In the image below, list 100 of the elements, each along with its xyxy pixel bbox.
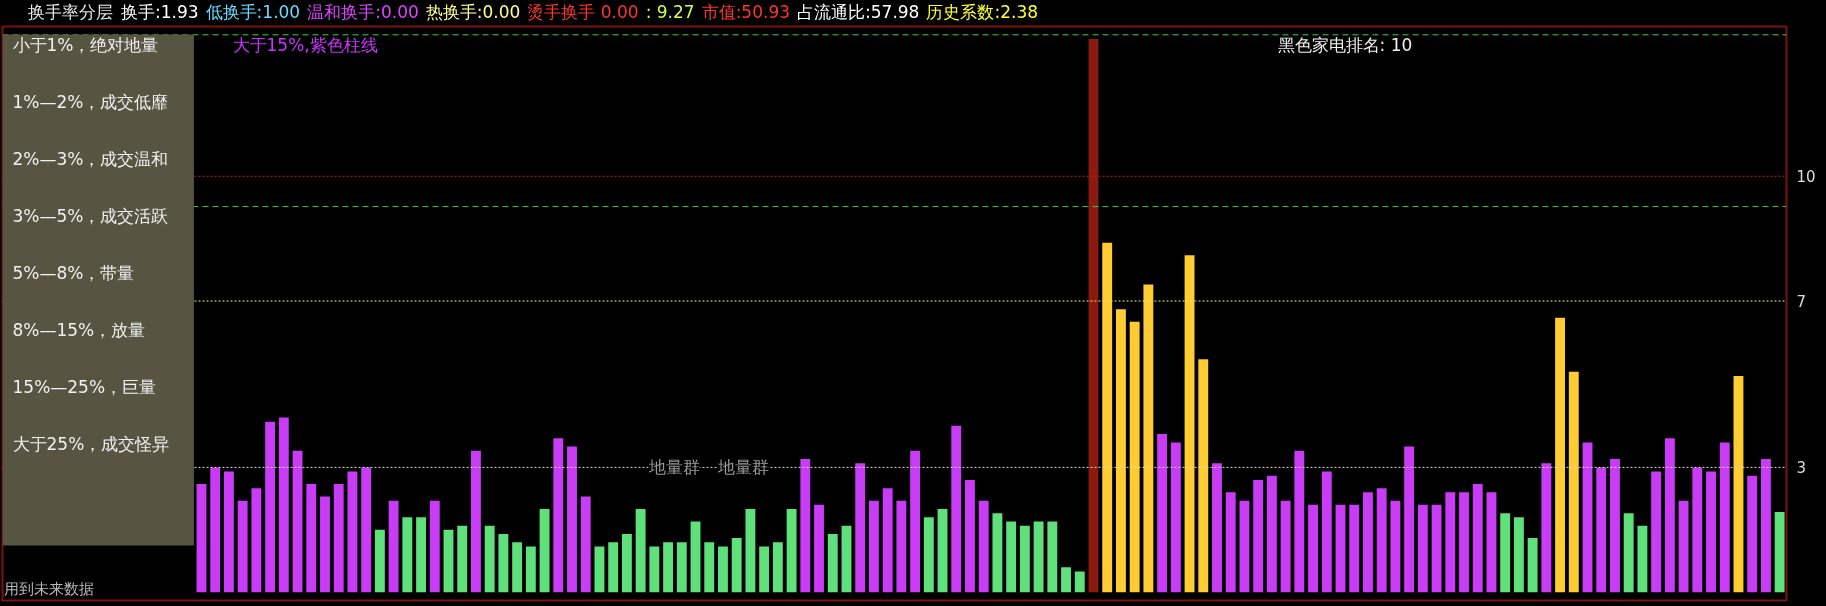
bar: [868, 500, 879, 593]
bar: [1033, 521, 1044, 593]
bar: [498, 533, 509, 593]
bar: [896, 500, 907, 593]
annotation: 2%—3%，成交温和: [12, 149, 169, 170]
bar: [1500, 513, 1511, 593]
bar: [1431, 504, 1442, 593]
bar: [1102, 242, 1113, 593]
bar: [333, 484, 344, 593]
bar: [223, 471, 234, 593]
bar: [237, 500, 248, 593]
bar: [402, 517, 413, 593]
y-tick-label: 7: [1796, 293, 1807, 312]
bar: [992, 513, 1003, 593]
bar: [1527, 538, 1538, 593]
bar: [539, 508, 550, 593]
bar: [1486, 492, 1497, 593]
bar: [594, 546, 605, 593]
bar: [1088, 38, 1099, 593]
bar: [1760, 459, 1771, 593]
bar: [1129, 321, 1140, 593]
bar: [1692, 467, 1703, 593]
bar: [937, 508, 948, 593]
bar: [718, 546, 728, 593]
bar: [772, 542, 783, 593]
bar: [1294, 450, 1305, 593]
bar: [1061, 567, 1071, 593]
bar: [1170, 442, 1181, 593]
chart-title: 换手率分层: [28, 2, 113, 22]
bar: [388, 500, 399, 593]
bar: [978, 500, 989, 593]
bar: [800, 459, 811, 593]
bar: [1308, 504, 1318, 593]
bar: [1555, 317, 1566, 593]
bar: [567, 446, 577, 593]
bar: [1115, 309, 1126, 593]
bar: [347, 471, 358, 593]
bar: [1006, 521, 1017, 593]
annotation: 8%—15%，放量: [12, 320, 146, 341]
bar: [361, 467, 372, 593]
bar: [1280, 500, 1291, 593]
bar: [1321, 471, 1332, 593]
annotation: 5%—8%，带量: [12, 263, 135, 284]
annotation: 大于15%,紫色柱线: [232, 34, 378, 55]
text: 占流通比:57.98: [797, 2, 920, 22]
text: 换手:1.93: [121, 2, 199, 22]
bar: [429, 500, 440, 593]
bar: [1719, 442, 1730, 593]
bar: [649, 546, 660, 593]
bar: [1253, 479, 1264, 593]
bar: [1198, 359, 1209, 593]
bar: [635, 508, 646, 593]
bar: [484, 525, 495, 593]
annotation: 用到未来数据: [3, 579, 94, 598]
bar: [1225, 492, 1236, 593]
bar: [471, 450, 481, 593]
bar: [1074, 571, 1085, 593]
bar: [965, 479, 975, 593]
bar: [278, 417, 289, 593]
bar: [320, 496, 330, 593]
bar: [731, 538, 742, 593]
bar: [1239, 500, 1250, 593]
annotation: 地量群: [647, 456, 700, 477]
bar: [1678, 500, 1689, 593]
bar: [457, 525, 468, 593]
bar: [608, 542, 619, 593]
text: 烫手换手 0.00: [527, 2, 639, 22]
text: 温和换手:0.00: [307, 2, 419, 22]
bar: [676, 542, 687, 593]
bar: [786, 508, 797, 593]
text: : 9.27: [645, 2, 695, 22]
bar: [910, 450, 921, 593]
bar: [1774, 511, 1785, 593]
bar: [1747, 475, 1758, 593]
bar: [1582, 442, 1593, 593]
bar: [1266, 475, 1277, 593]
bar: [306, 484, 317, 593]
y-tick-label: 10: [1796, 168, 1816, 187]
annotation: 3%—5%，成交活跃: [12, 206, 169, 227]
annotation: 地量群: [716, 456, 769, 477]
bar: [923, 517, 934, 593]
bar: [1623, 513, 1634, 593]
bar: [1335, 504, 1346, 593]
annotation: 大于25%，成交怪异: [12, 434, 170, 455]
bar: [759, 546, 770, 593]
bar: [292, 450, 303, 593]
bar: [882, 488, 893, 593]
bar: [814, 504, 824, 593]
bar: [841, 525, 852, 593]
bar: [196, 484, 207, 593]
bar: [1568, 371, 1579, 593]
bar: [1143, 284, 1154, 593]
bar: [1417, 504, 1428, 593]
bar: [1363, 492, 1373, 593]
text: 热换手:0.00: [425, 2, 521, 22]
bar: [663, 542, 674, 593]
bar: [1541, 463, 1552, 593]
bar: [1513, 517, 1524, 593]
bar: [1706, 471, 1716, 593]
text: 低换手:1.00: [205, 2, 301, 22]
